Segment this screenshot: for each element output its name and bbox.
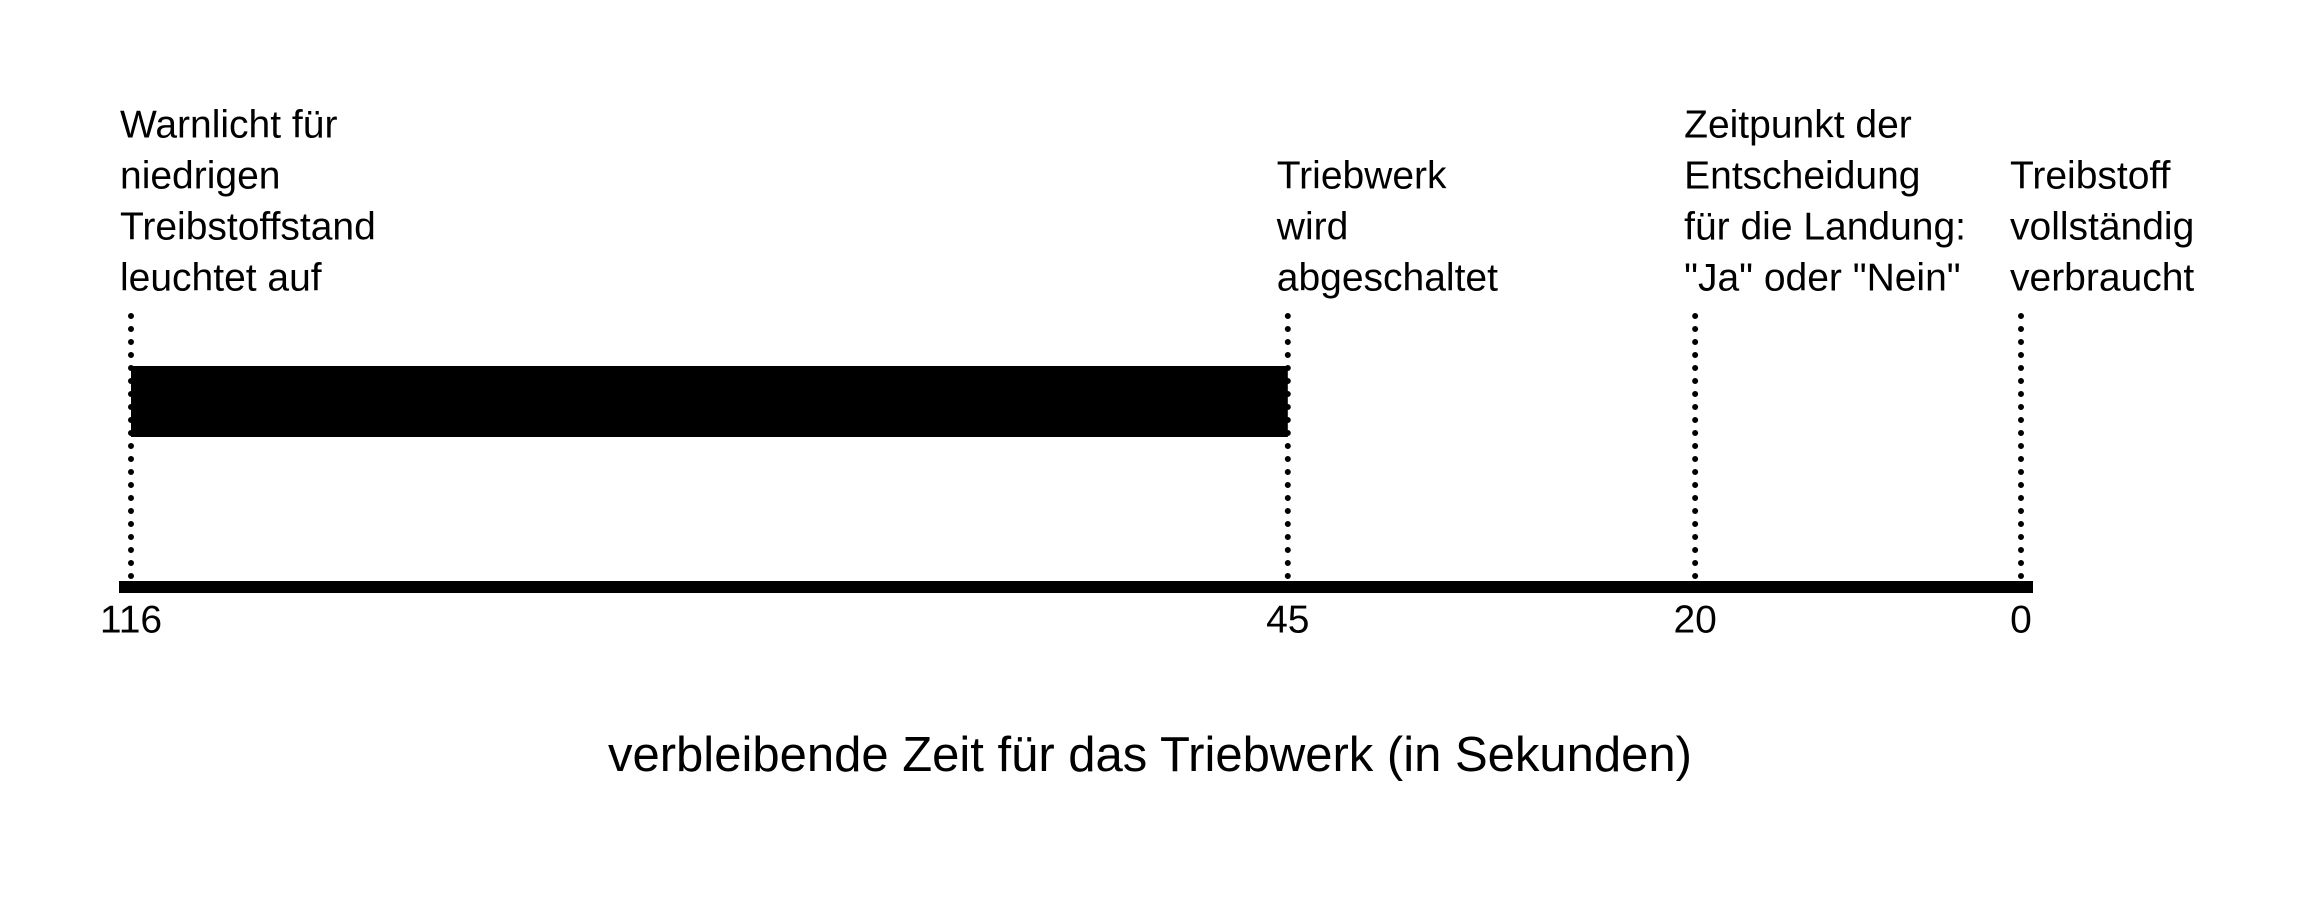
tick-label: 20 <box>1673 598 1716 641</box>
event-label: vollständig <box>2010 205 2194 248</box>
event-label: Treibstoff <box>2010 154 2171 197</box>
tick-label: 0 <box>2010 598 2032 641</box>
event-label: Entscheidung <box>1684 154 1920 197</box>
tick-label: 45 <box>1266 598 1309 641</box>
duration-bar <box>131 366 1288 437</box>
axis-title: verbleibende Zeit für das Triebwerk (in … <box>608 728 1692 782</box>
event-label: Zeitpunkt der <box>1684 103 1912 146</box>
event-label: Triebwerk <box>1277 154 1447 197</box>
event-label: Warnlicht für <box>120 103 337 146</box>
event-label: abgeschaltet <box>1277 256 1498 299</box>
event-label: verbraucht <box>2010 256 2194 299</box>
event-label: "Ja" oder "Nein" <box>1684 256 1961 299</box>
tick-label: 116 <box>100 598 162 641</box>
event-label: niedrigen <box>120 154 280 197</box>
event-label: für die Landung: <box>1684 205 1966 248</box>
event-label: leuchtet auf <box>120 256 322 299</box>
event-label: wird <box>1276 205 1349 248</box>
event-label: Treibstoffstand <box>120 205 376 248</box>
